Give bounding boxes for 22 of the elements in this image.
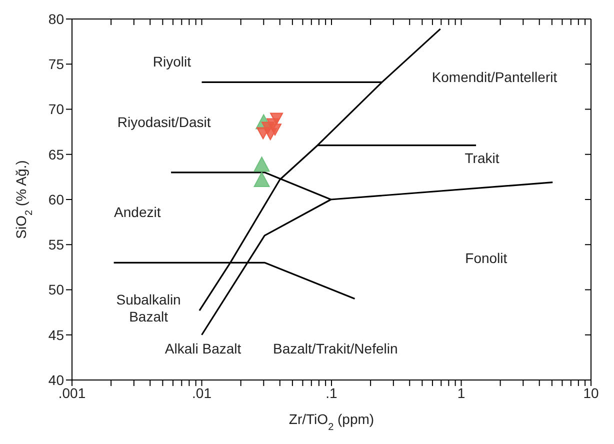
y-tick-label: 75 <box>48 56 64 72</box>
y-tick-label: 50 <box>48 282 64 298</box>
y-tick-label: 80 <box>48 10 64 27</box>
annotation: Trakit <box>464 150 500 166</box>
annotation: Bazalt/Trakit/Nefelin <box>273 340 398 356</box>
annotation: Riyolit <box>152 53 192 70</box>
x-axis-title: Zr/TiO$_{2}$ (ppm) <box>288 411 374 432</box>
x-tick-label: 10 <box>583 384 599 401</box>
x-tick-label: .1 <box>326 384 338 401</box>
x-tick-label: 1 <box>457 384 466 401</box>
annotation: Komendit/Pantellerit <box>432 68 558 85</box>
y-tick-label: 45 <box>48 326 64 343</box>
y-tick-label: 60 <box>48 191 64 208</box>
x-tick-label: .01 <box>192 384 212 401</box>
y-tick-label: 55 <box>48 236 64 253</box>
annotation: Fonolit <box>465 250 508 266</box>
annotation: Riyodasit/Dasit <box>117 114 211 130</box>
annotation: Alkali Bazalt <box>164 340 242 356</box>
y-tick-label: 70 <box>48 101 64 118</box>
y-tick-label: 65 <box>48 146 64 162</box>
annotation: Subalkalin Bazalt <box>116 291 181 324</box>
annotation: Andezit <box>114 204 161 220</box>
